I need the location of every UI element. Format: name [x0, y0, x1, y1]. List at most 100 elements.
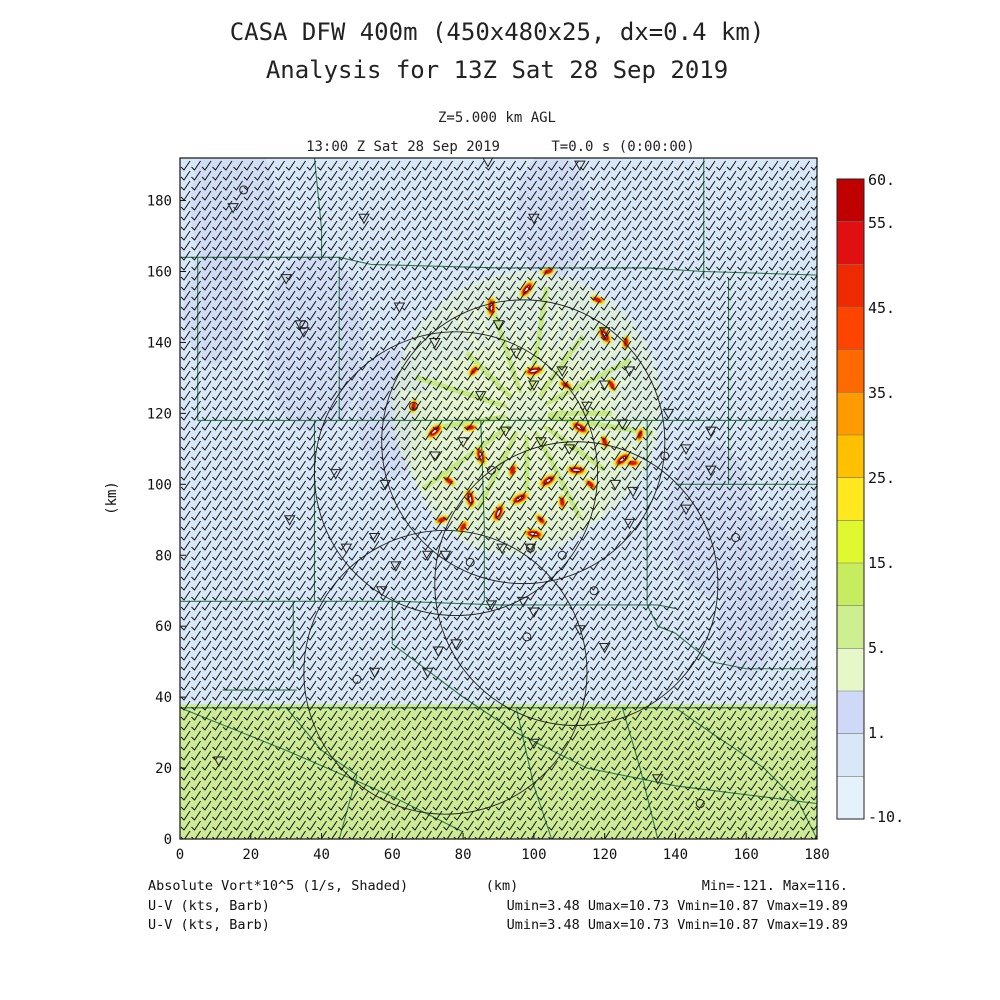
y-tick-label: 0	[164, 832, 172, 848]
station-circle	[299, 320, 309, 330]
vort-contour-45	[587, 481, 594, 488]
y-tick-label: 160	[147, 265, 172, 281]
station-triangle	[680, 444, 692, 455]
y-tick-label: 80	[155, 548, 172, 564]
shade-streak	[504, 434, 526, 540]
colorbar-label: -10.	[868, 808, 904, 826]
vort-core	[496, 509, 501, 517]
x-tick-label: 80	[455, 847, 472, 863]
station-triangle	[535, 437, 547, 448]
station-triangle	[390, 561, 402, 572]
colorbar-segment	[837, 307, 864, 351]
forecast-time-label: T=0.0 s (0:00:00)	[551, 139, 694, 155]
station-circle	[731, 533, 741, 543]
x-tick-label: 20	[242, 847, 259, 863]
shade-streak	[400, 390, 507, 413]
y-tick-label: 60	[155, 619, 172, 635]
station-triangle	[616, 419, 629, 431]
county-line	[180, 707, 464, 833]
shade-streak	[464, 426, 514, 476]
station-triangle	[393, 302, 406, 313]
vort-contour-45	[560, 498, 565, 506]
colorbar-label: 55.	[868, 214, 895, 232]
x-tick-label: 160	[734, 847, 759, 863]
y-tick-label: 120	[147, 406, 172, 422]
y-axis: 0 20 40 60 80 100 120 140 160 180	[147, 194, 186, 848]
station-triangle	[421, 550, 434, 562]
colorbar-segment	[837, 349, 864, 393]
station-triangle	[623, 518, 636, 530]
station-circle	[352, 674, 362, 684]
radar-range-ring	[303, 529, 588, 815]
colorbar-label: 25.	[868, 469, 895, 487]
vort-contour-45	[460, 523, 466, 531]
station-triangle	[528, 380, 540, 392]
station-triangle	[428, 451, 441, 462]
shade-streak	[448, 355, 512, 403]
colorbar-frame	[836, 178, 865, 820]
vort-core-outline	[544, 477, 552, 484]
station-triangle	[280, 274, 293, 285]
station-triangle	[375, 586, 388, 597]
vort-core-outline	[529, 368, 539, 373]
vorticity-south-band	[180, 704, 817, 839]
county-line	[621, 707, 659, 839]
x-tick-label: 100	[521, 847, 546, 863]
vort-core	[572, 468, 581, 472]
x-tick-label: 40	[313, 847, 330, 863]
vort-contour-45	[438, 517, 446, 522]
y-tick-label: 20	[155, 761, 172, 777]
radar-range-ring	[381, 299, 666, 585]
barb-label-1: U-V (kts, Barb)	[148, 898, 270, 914]
colorbar-segment	[837, 435, 864, 479]
station-triangle	[457, 437, 469, 448]
colorbar-segment	[837, 691, 864, 735]
barb-label-2: U-V (kts, Barb)	[148, 917, 270, 933]
barb-stats-2: Umin=3.48 Umax=10.73 Vmin=10.87 Vmax=19.…	[507, 917, 848, 933]
vorticity-maximum	[518, 279, 535, 299]
vorticity-maximum	[457, 519, 469, 535]
vort-core-outline	[431, 427, 439, 435]
shade-streak	[425, 417, 508, 449]
shade-streak	[464, 351, 514, 401]
shade-streak	[431, 362, 510, 406]
vort-contour-45	[510, 466, 515, 474]
plot-area	[180, 158, 817, 839]
wind-barb-field	[180, 160, 817, 839]
vort-contour-45	[609, 381, 615, 389]
county-line	[480, 420, 485, 602]
x-tick-label: 120	[592, 847, 617, 863]
field-min-max: Min=-121. Max=116.	[702, 878, 848, 894]
vorticity-maximum	[606, 377, 618, 393]
station-triangle	[482, 158, 494, 168]
station-triangle	[662, 408, 675, 420]
station-circle	[589, 586, 599, 596]
station-triangle	[704, 426, 717, 438]
x-tick-label: 60	[384, 847, 401, 863]
station-triangle	[598, 327, 611, 338]
colorbar-segment	[837, 221, 864, 265]
y-tick-label: 40	[155, 690, 172, 706]
station-circle	[465, 557, 475, 567]
station-circle	[409, 401, 419, 411]
y-tick-label: 100	[147, 477, 172, 493]
colorbar-segment	[837, 264, 864, 308]
background-shade-patch	[516, 158, 587, 279]
station-triangle	[651, 774, 664, 785]
colorbar-segment	[837, 392, 864, 436]
station-triangle	[609, 479, 622, 491]
station-circle	[522, 632, 532, 642]
station-circle	[660, 451, 670, 461]
vorticity-maximum	[522, 527, 545, 541]
station-circle	[557, 550, 567, 560]
station-triangle	[368, 667, 381, 679]
station-triangle	[298, 327, 310, 338]
vort-core-outline	[523, 285, 530, 293]
level-label: Z=5.000 km AGL	[438, 110, 556, 126]
plot-frame	[179, 157, 818, 840]
station-triangle	[340, 543, 353, 555]
colorbar-segment	[837, 605, 864, 649]
colorbar-segment	[837, 563, 864, 607]
x-tick-label: 0	[176, 847, 184, 863]
x-tick-label: 140	[663, 847, 688, 863]
